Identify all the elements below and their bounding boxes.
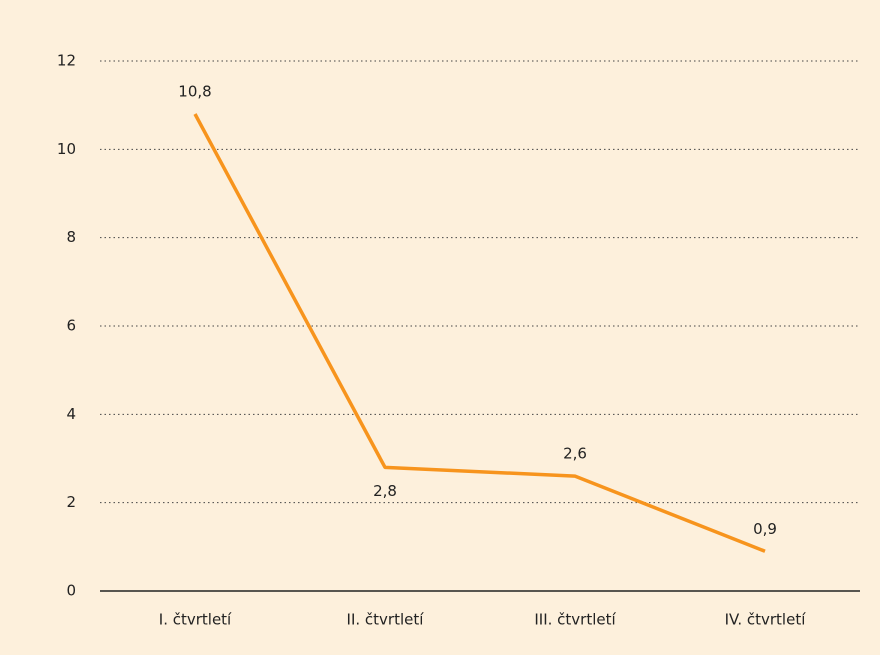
line-series	[193, 113, 766, 553]
y-tick-label: 0	[66, 582, 76, 600]
y-tick-label: 12	[57, 52, 76, 70]
data-label: 2,6	[563, 445, 587, 463]
x-tick-label: III. čtvrtletí	[534, 611, 616, 629]
data-label: 0,9	[753, 520, 777, 538]
x-tick-label: II. čtvrtletí	[347, 611, 425, 629]
y-tick-label: 2	[66, 493, 76, 511]
y-tick-label: 8	[66, 228, 76, 246]
y-tick-label: 6	[66, 317, 76, 335]
x-tick-label: I. čtvrtletí	[159, 611, 232, 629]
y-tick-label: 4	[66, 405, 76, 423]
y-tick-label: 10	[57, 140, 76, 158]
data-label: 2,8	[373, 482, 397, 500]
data-label: 10,8	[178, 83, 211, 101]
x-tick-label: IV. čtvrtletí	[725, 611, 807, 629]
